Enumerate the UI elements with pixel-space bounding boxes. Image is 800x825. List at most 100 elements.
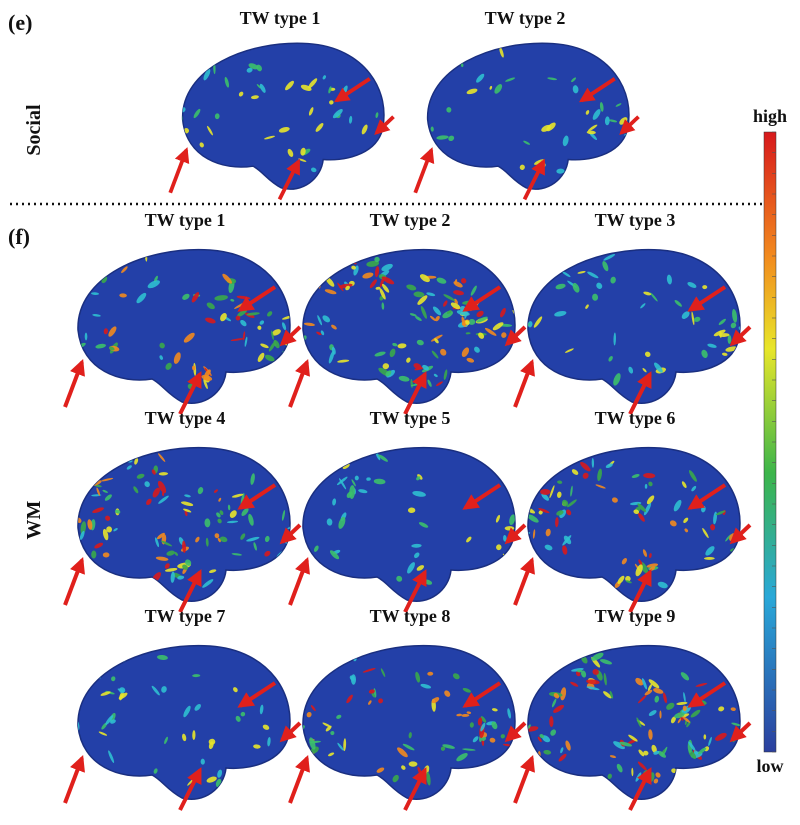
activity-spot	[402, 743, 415, 751]
activity-spot	[101, 477, 114, 482]
activity-spot	[654, 695, 660, 703]
arrow	[288, 557, 310, 606]
activity-spot	[300, 147, 306, 156]
activity-spot	[164, 567, 178, 572]
activity-spot	[615, 103, 622, 107]
activity-spot	[207, 125, 213, 136]
activity-spot	[418, 522, 429, 528]
activity-spot	[422, 364, 429, 371]
activity-spot	[92, 314, 101, 317]
panel-letter: (f)	[8, 224, 30, 249]
activity-spot	[643, 291, 652, 296]
activity-spot	[653, 750, 660, 755]
activity-spot	[110, 652, 116, 663]
activity-spot	[182, 564, 189, 570]
arrow	[578, 77, 616, 103]
activity-spot	[500, 734, 505, 739]
activity-spot	[194, 704, 201, 711]
activity-spot	[226, 520, 239, 524]
activity-spot	[192, 365, 196, 371]
activity-spot	[653, 688, 664, 694]
brain	[513, 644, 752, 811]
activity-spot	[375, 451, 381, 461]
activity-spot	[396, 575, 403, 582]
activity-spot	[334, 454, 342, 467]
activity-spot	[302, 349, 308, 360]
activity-spot	[397, 747, 408, 758]
activity-spot	[541, 735, 551, 743]
activity-spot	[454, 298, 458, 305]
activity-spot	[749, 351, 756, 361]
activity-spot	[79, 530, 85, 540]
activity-spot	[613, 373, 621, 386]
activity-spot	[199, 142, 204, 148]
activity-spot	[96, 487, 101, 496]
activity-spot	[669, 520, 677, 527]
activity-spot	[571, 667, 584, 672]
brain-title: TW type 8	[370, 606, 451, 626]
activity-spot	[504, 526, 515, 531]
activity-spot	[246, 312, 260, 316]
activity-spot	[659, 710, 662, 719]
activity-spot	[411, 543, 422, 548]
activity-spot	[738, 551, 740, 555]
activity-spot	[480, 716, 487, 723]
activity-spot	[532, 529, 536, 539]
activity-spot	[259, 83, 266, 93]
activity-spot	[354, 475, 359, 481]
activity-spot	[100, 691, 111, 696]
activity-spot	[436, 135, 449, 140]
activity-spot	[415, 671, 421, 683]
arrow	[63, 755, 85, 804]
activity-spot	[375, 286, 381, 290]
activity-spot	[480, 722, 486, 732]
activity-spot	[642, 549, 648, 557]
activity-spot	[121, 266, 128, 274]
activity-spot	[442, 52, 450, 58]
activity-spot	[235, 715, 241, 722]
brain-title: TW type 9	[595, 606, 676, 626]
activity-spot	[159, 342, 165, 349]
activity-spot	[657, 750, 666, 758]
arrow	[403, 569, 427, 613]
arrow	[504, 523, 527, 545]
activity-spot	[520, 345, 530, 354]
activity-spot	[102, 552, 110, 558]
activity-spot	[329, 550, 340, 560]
activity-spot	[434, 338, 439, 344]
activity-spot	[649, 553, 652, 558]
activity-spot	[346, 694, 353, 704]
activity-spot	[605, 463, 613, 469]
activity-spot	[208, 569, 217, 573]
activity-spot	[105, 515, 111, 521]
activity-spot	[157, 480, 167, 494]
activity-spot	[610, 276, 616, 284]
activity-spot	[670, 716, 676, 724]
activity-spot	[635, 677, 644, 686]
activity-spot	[432, 306, 442, 316]
activity-spot	[420, 683, 432, 689]
activity-spot	[316, 331, 322, 336]
activity-spot	[572, 85, 579, 94]
activity-spot	[560, 661, 564, 666]
activity-spot	[743, 514, 749, 519]
activity-spot	[351, 265, 356, 270]
activity-spot	[214, 295, 228, 301]
activity-spot	[159, 355, 163, 360]
activity-spot	[556, 491, 562, 498]
activity-spot	[572, 282, 580, 293]
activity-spot	[382, 363, 390, 370]
activity-spot	[707, 343, 717, 348]
activity-spot	[691, 485, 697, 492]
activity-spot	[337, 742, 344, 751]
activity-spot	[466, 711, 472, 714]
activity-spot	[113, 528, 118, 532]
activity-spot	[374, 256, 380, 263]
activity-spot	[456, 713, 462, 717]
activity-spot	[394, 104, 402, 107]
row-label: WM	[23, 500, 45, 539]
activity-spot	[676, 701, 688, 706]
activity-spot	[200, 758, 205, 765]
activity-spot	[558, 753, 567, 762]
activity-spot	[183, 705, 191, 718]
